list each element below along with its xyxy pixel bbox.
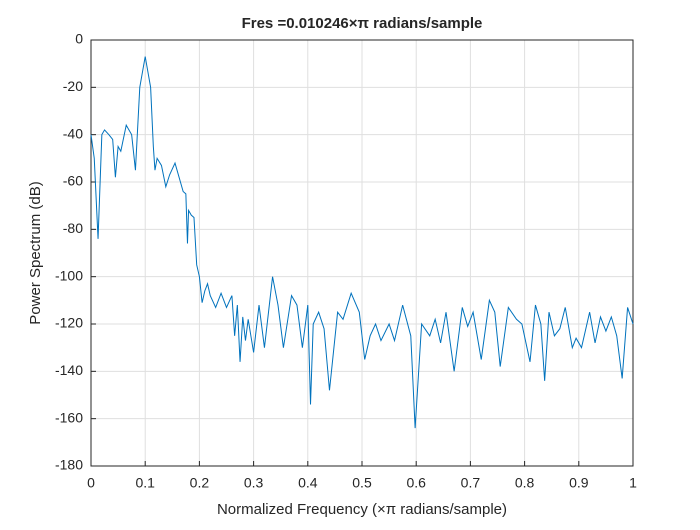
x-axis-label: Normalized Frequency (×π radians/sample) xyxy=(217,501,507,518)
y-tick-label: -80 xyxy=(63,220,83,236)
y-tick-label: -60 xyxy=(63,173,83,189)
x-tick-label: 0.3 xyxy=(244,475,264,491)
y-tick-label: 0 xyxy=(75,31,83,47)
x-tick-label: 0.8 xyxy=(515,475,535,491)
plot-frame xyxy=(90,39,634,467)
x-tick-label: 0.7 xyxy=(461,475,481,491)
y-tick-label: -40 xyxy=(63,125,83,141)
y-tick-label: -120 xyxy=(55,315,83,331)
x-tick-label: 1 xyxy=(629,475,637,491)
y-tick-label: -100 xyxy=(55,267,83,283)
y-tick-label: -140 xyxy=(55,362,83,378)
x-tick-label: 0.5 xyxy=(352,475,372,491)
y-tick-label: -20 xyxy=(63,78,83,94)
y-tick-label: -160 xyxy=(55,409,83,425)
x-tick-label: 0 xyxy=(87,475,95,491)
spectrum-line xyxy=(90,56,634,429)
y-axis-label: Power Spectrum (dB) xyxy=(27,181,44,324)
x-tick-label: 0.2 xyxy=(190,475,210,491)
x-tick-label: 0.6 xyxy=(406,475,426,491)
x-tick-label: 0.4 xyxy=(298,475,318,491)
chart-title: Fres =0.010246×π radians/sample xyxy=(242,15,483,32)
y-tick-label: -180 xyxy=(55,457,83,473)
x-tick-label: 0.1 xyxy=(135,475,155,491)
x-tick-label: 0.9 xyxy=(569,475,589,491)
